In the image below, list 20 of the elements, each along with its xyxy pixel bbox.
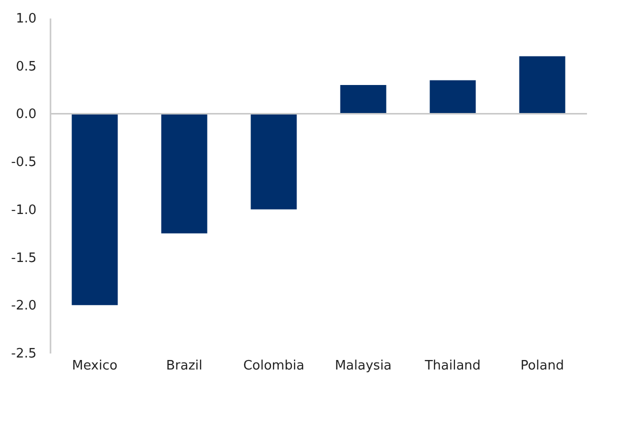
y-tick-label: -1.0 bbox=[11, 202, 36, 218]
y-tick-label: -2.0 bbox=[11, 298, 36, 314]
x-tick-label: Malaysia bbox=[334, 358, 392, 374]
x-tick-label: Poland bbox=[520, 358, 564, 374]
x-tick-label: Thailand bbox=[424, 358, 481, 374]
bar bbox=[161, 114, 208, 234]
bar bbox=[250, 114, 297, 210]
y-tick-label: -1.5 bbox=[11, 250, 36, 266]
bar bbox=[430, 80, 476, 114]
y-tick-label: 0.0 bbox=[16, 107, 36, 122]
bar bbox=[72, 114, 118, 306]
bar bbox=[340, 85, 386, 114]
y-tick-label: 0.5 bbox=[16, 59, 36, 74]
x-tick-label: Mexico bbox=[72, 358, 118, 374]
x-tick-label: Brazil bbox=[166, 358, 202, 374]
y-tick-label: -2.5 bbox=[11, 346, 36, 362]
y-tick-label: 1.0 bbox=[16, 12, 36, 26]
x-tick-label: Colombia bbox=[243, 358, 304, 374]
y-tick-label: -0.5 bbox=[11, 155, 36, 170]
bar bbox=[519, 56, 566, 114]
